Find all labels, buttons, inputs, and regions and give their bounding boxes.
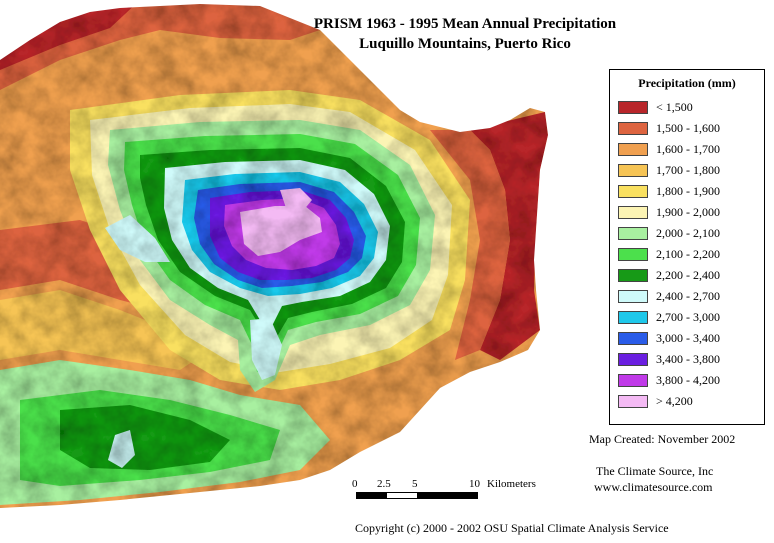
legend-item: 1,600 - 1,700: [618, 140, 762, 160]
legend-swatch: [618, 269, 648, 282]
legend-swatch: [618, 122, 648, 135]
legend-swatch: [618, 311, 648, 324]
legend-title: Precipitation (mm): [638, 76, 736, 90]
legend-swatch: [618, 143, 648, 156]
legend-label: < 1,500: [656, 100, 693, 114]
legend-label: 2,000 - 2,100: [656, 226, 720, 240]
legend-label: 2,400 - 2,700: [656, 289, 720, 303]
scale-tick-0: 0: [352, 478, 358, 490]
legend-item: 1,900 - 2,000: [618, 203, 762, 223]
legend-item: 1,700 - 1,800: [618, 161, 762, 181]
legend-label: 1,800 - 1,900: [656, 184, 720, 198]
legend-item: 3,400 - 3,800: [618, 350, 762, 370]
legend-label: 3,800 - 4,200: [656, 373, 720, 387]
legend-item: 3,800 - 4,200: [618, 371, 762, 391]
legend-item: > 4,200: [618, 392, 762, 412]
source-name: The Climate Source, Inc: [596, 464, 714, 478]
map-title-line2: Luquillo Mountains, Puerto Rico: [359, 36, 571, 52]
legend-label: 1,600 - 1,700: [656, 142, 720, 156]
legend-swatch: [618, 290, 648, 303]
source-url: www.climatesource.com: [594, 480, 713, 494]
legend-label: 2,200 - 2,400: [656, 268, 720, 282]
legend-label: 1,700 - 1,800: [656, 163, 720, 177]
legend-label: 3,000 - 3,400: [656, 331, 720, 345]
legend-label: 3,400 - 3,800: [656, 352, 720, 366]
scale-unit: Kilometers: [487, 478, 536, 490]
legend-item: 2,000 - 2,100: [618, 224, 762, 244]
legend-swatch: [618, 185, 648, 198]
legend-item: < 1,500: [618, 98, 762, 118]
legend-item: 2,400 - 2,700: [618, 287, 762, 307]
legend-item: 2,700 - 3,000: [618, 308, 762, 328]
legend-swatch: [618, 395, 648, 408]
scale-tick-2-5: 2.5: [377, 478, 391, 490]
legend-swatch: [618, 206, 648, 219]
precipitation-legend: Precipitation (mm) < 1,500 1,500 - 1,600 1…: [609, 69, 765, 425]
legend-item: 1,800 - 1,900: [618, 182, 762, 202]
map-created-note: Map Created: November 2002: [589, 432, 736, 446]
copyright-notice: Copyright (c) 2000 - 2002 OSU Spatial Cl…: [355, 521, 669, 535]
legend-item: 3,000 - 3,400: [618, 329, 762, 349]
legend-label: 2,700 - 3,000: [656, 310, 720, 324]
legend-swatch: [618, 101, 648, 114]
legend-swatch: [618, 227, 648, 240]
legend-item: 2,200 - 2,400: [618, 266, 762, 286]
legend-label: 1,500 - 1,600: [656, 121, 720, 135]
legend-item: 1,500 - 1,600: [618, 119, 762, 139]
legend-label: 2,100 - 2,200: [656, 247, 720, 261]
scale-bar-frame: [356, 492, 478, 499]
scale-tick-10: 10: [469, 478, 480, 490]
map-title: PRISM 1963 - 1995 Mean Annual Precipitat…: [260, 14, 670, 54]
legend-label: > 4,200: [656, 394, 693, 408]
legend-swatch: [618, 332, 648, 345]
legend-swatch: [618, 374, 648, 387]
scale-tick-5: 5: [412, 478, 418, 490]
legend-swatch: [618, 164, 648, 177]
map-title-line1: PRISM 1963 - 1995 Mean Annual Precipitat…: [313, 16, 617, 32]
legend-swatch: [618, 248, 648, 261]
legend-swatch: [618, 353, 648, 366]
legend-item: 2,100 - 2,200: [618, 245, 762, 265]
legend-label: 1,900 - 2,000: [656, 205, 720, 219]
